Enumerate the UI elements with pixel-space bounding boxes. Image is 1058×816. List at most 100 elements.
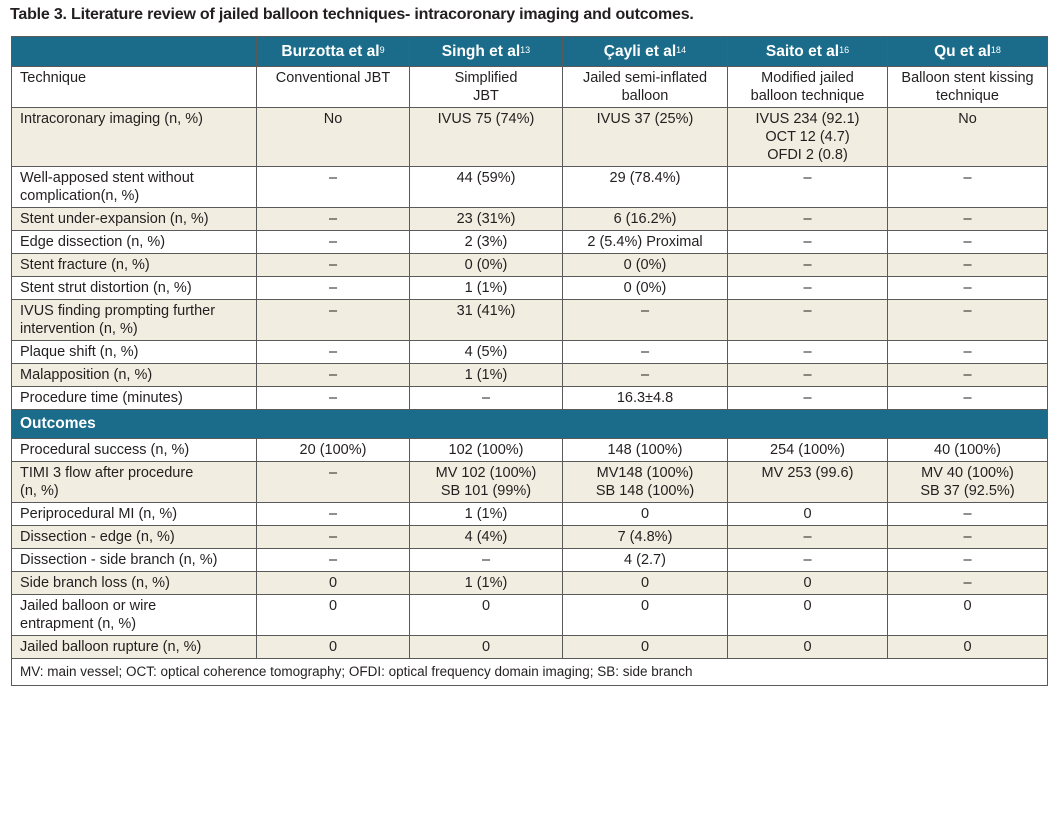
table-cell: 0	[562, 635, 728, 659]
table-cell: No	[887, 107, 1048, 167]
table-cell: 4 (2.7)	[562, 548, 728, 572]
table-row: Stent strut distortion (n, %) –1 (1%) 0 (0…	[11, 276, 1048, 300]
table-row: Stent fracture (n, %) –0 (0%) 0 (0%) – –	[11, 253, 1048, 277]
table-cell: No	[256, 107, 410, 167]
table-cell: MV 40 (100%) SB 37 (92.5%)	[887, 461, 1048, 503]
table-cell: –	[727, 340, 888, 364]
section-label: Outcomes	[11, 409, 1048, 439]
table-row: Well-apposed stent without complication(n…	[11, 166, 1048, 208]
table-cell: 1 (1%)	[409, 571, 563, 595]
footnote: MV: main vessel; OCT: optical coherence …	[11, 658, 1048, 686]
table-cell: –	[727, 548, 888, 572]
table-cell: –	[887, 502, 1048, 526]
table-cell: –	[256, 525, 410, 549]
table-cell: Simplified JBT	[409, 66, 563, 108]
table-cell: –	[887, 207, 1048, 231]
table-cell: –	[727, 386, 888, 410]
table-cell: Modified jailed balloon technique	[727, 66, 888, 108]
row-label: IVUS finding prompting further interventi…	[11, 299, 257, 341]
table-row: Side branch loss (n, %) 0 1 (1%) 0 0–	[11, 571, 1048, 595]
table-cell: 0	[887, 594, 1048, 636]
row-label: Jailed balloon or wire entrapment (n, %)	[11, 594, 257, 636]
table-cell: 0	[562, 594, 728, 636]
row-label: Plaque shift (n, %)	[11, 340, 257, 364]
imaging-section: Technique Conventional JBT Simplified JBT Ja…	[11, 66, 1048, 410]
table-row: Malapposition (n, %) –1 (1%) – – –	[11, 363, 1048, 387]
table-cell: –	[256, 502, 410, 526]
table-cell: –	[887, 230, 1048, 254]
table-cell: 2 (3%)	[409, 230, 563, 254]
table-cell: 254 (100%)	[727, 438, 888, 462]
table-cell: –	[727, 299, 888, 341]
row-label: Procedure time (minutes)	[11, 386, 257, 410]
column-header: Çayli et al14	[562, 36, 728, 67]
header-corner	[11, 36, 257, 67]
table-row: IVUS finding prompting further interventi…	[11, 299, 1048, 341]
table-row: Intracoronary imaging (n, %) No IVUS 75 (7…	[11, 107, 1048, 167]
table-row: Procedure time (minutes) – –16.3±4.8– –	[11, 386, 1048, 410]
table-row: Plaque shift (n, %) –4 (5%) – – –	[11, 340, 1048, 364]
table-row: Stent under-expansion (n, %) –23 (31%) 6 (…	[11, 207, 1048, 231]
table-cell: –	[409, 386, 563, 410]
table-cell: –	[887, 363, 1048, 387]
column-header: Saito et al16	[727, 36, 888, 67]
table-cell: –	[887, 340, 1048, 364]
table-cell: –	[256, 299, 410, 341]
table-row: Jailed balloon or wire entrapment (n, %) 0…	[11, 594, 1048, 636]
table-cell: 0	[727, 502, 888, 526]
table-cell: IVUS 75 (74%)	[409, 107, 563, 167]
table-cell: –	[256, 253, 410, 277]
table-row: Technique Conventional JBT Simplified JBT Ja…	[11, 66, 1048, 108]
table-cell: 0	[256, 594, 410, 636]
table-cell: 4 (4%)	[409, 525, 563, 549]
table-row: TIMI 3 flow after procedure (n, %) – MV 102…	[11, 461, 1048, 503]
table-cell: –	[887, 386, 1048, 410]
table-cell: –	[256, 207, 410, 231]
table-cell: 40 (100%)	[887, 438, 1048, 462]
table-cell: 102 (100%)	[409, 438, 563, 462]
row-label: Edge dissection (n, %)	[11, 230, 257, 254]
table-cell: –	[727, 363, 888, 387]
table-row: Dissection - side branch (n, %) – –4 (2.7)…	[11, 548, 1048, 572]
header-row: Burzotta et al9 Singh et al13 Çayli et a…	[11, 36, 1048, 67]
table-cell: 44 (59%)	[409, 166, 563, 208]
table-row: Jailed balloon rupture (n, %) 0 0 0 0 0	[11, 635, 1048, 659]
table-cell: 0	[727, 635, 888, 659]
table-cell: 2 (5.4%) Proximal	[562, 230, 728, 254]
table-cell: 0	[562, 571, 728, 595]
column-header: Burzotta et al9	[256, 36, 410, 67]
table-cell: –	[562, 299, 728, 341]
outcomes-section: Outcomes	[11, 409, 1048, 439]
table-cell: –	[727, 230, 888, 254]
table-cell: Conventional JBT	[256, 66, 410, 108]
row-label: Side branch loss (n, %)	[11, 571, 257, 595]
table-cell: –	[562, 363, 728, 387]
table-row: Edge dissection (n, %) – 2 (3%) 2 (5.4%) Pr…	[11, 230, 1048, 254]
table-row: Dissection - edge (n, %) –4 (4%) 7 (4.8%) –…	[11, 525, 1048, 549]
table-cell: Jailed semi-inflated balloon	[562, 66, 728, 108]
table-cell: 4 (5%)	[409, 340, 563, 364]
table-cell: 1 (1%)	[409, 276, 563, 300]
table-cell: Balloon stent kissing technique	[887, 66, 1048, 108]
table-caption: Table 3. Literature review of jailed bal…	[10, 6, 694, 23]
table-cell: IVUS 234 (92.1) OCT 12 (4.7) OFDI 2 (0.8)	[727, 107, 888, 167]
table-cell: 0	[887, 635, 1048, 659]
table-cell: –	[256, 363, 410, 387]
row-label: TIMI 3 flow after procedure (n, %)	[11, 461, 257, 503]
table-cell: –	[887, 253, 1048, 277]
column-header: Qu et al18	[887, 36, 1048, 67]
table-cell: –	[887, 299, 1048, 341]
row-label: Stent under-expansion (n, %)	[11, 207, 257, 231]
table-cell: 31 (41%)	[409, 299, 563, 341]
row-label: Jailed balloon rupture (n, %)	[11, 635, 257, 659]
column-header: Singh et al13	[409, 36, 563, 67]
table-row: Procedural success (n, %) 20 (100%) 102 (1…	[11, 438, 1048, 462]
row-label: Intracoronary imaging (n, %)	[11, 107, 257, 167]
table-cell: 0	[727, 594, 888, 636]
table-cell: 0	[256, 571, 410, 595]
section-row-outcomes: Outcomes	[11, 409, 1048, 439]
table-cell: 0	[409, 594, 563, 636]
table-cell: IVUS 37 (25%)	[562, 107, 728, 167]
table-cell: –	[256, 548, 410, 572]
table-cell: –	[562, 340, 728, 364]
